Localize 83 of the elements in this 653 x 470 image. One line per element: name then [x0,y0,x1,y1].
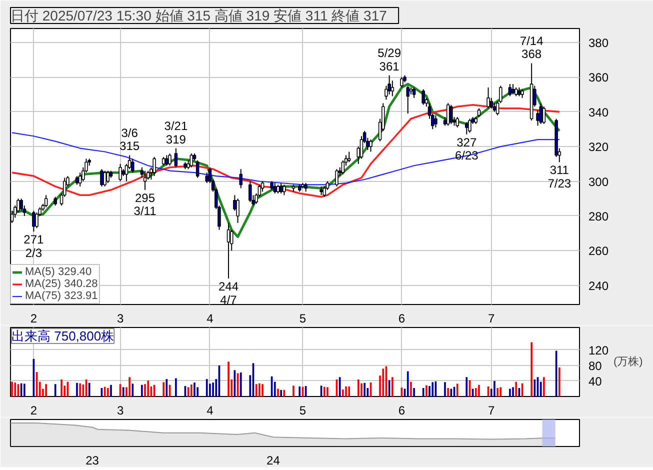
candlestick [143,170,147,190]
candlestick [536,110,540,126]
candlestick [322,186,326,198]
candlestick [446,102,450,126]
x-tick-label: 3 [116,312,124,326]
candlestick [152,156,156,177]
x-tick-label: 23 [86,454,100,468]
candlestick [508,84,512,97]
y-tick-label: 80 [588,358,602,373]
x-tick-label: 6 [398,404,406,418]
candlestick [400,76,404,88]
annotation: 244 4/7 [218,279,239,307]
legend-label: MA(5) 329.40 [25,266,92,278]
x-tick-label: 4 [206,312,214,326]
annotation: 3/6 315 [120,126,140,154]
candlestick [100,168,104,187]
x-tick-label: 5 [299,404,306,418]
candlestick [190,152,194,168]
annotation: 7/14 368 [520,34,544,62]
chart-title: 出来高 750,800株 [12,328,114,344]
candlestick [273,182,277,194]
candlestick [464,122,468,135]
annotation: 295 3/11 [134,190,157,218]
y-tick-label: 260 [588,244,609,258]
candlestick [450,104,453,124]
legend-label: MA(25) 340.28 [25,278,98,290]
candlestick [118,163,122,182]
candlestick [490,97,494,109]
candlestick [468,118,472,134]
y-tick-label: 340 [588,105,609,120]
y-tick-label: 280 [588,209,609,224]
candlestick [279,182,283,194]
candlestick [44,194,48,208]
candlestick [369,139,372,152]
y-tick-label: 40 [588,374,602,388]
x-tick-label: 6 [398,312,406,326]
candlestick [406,85,410,114]
x-tick-label: 3 [116,404,124,418]
annotation: 311 7/23 [548,163,572,190]
x-tick-label: 7 [488,404,496,418]
candlestick [196,160,200,178]
candlestick [168,152,172,166]
candlestick [165,154,168,166]
candlestick [511,84,515,95]
candlestick [422,88,425,106]
annotation: 3/21 319 [164,118,188,146]
y-tick-label: 380 [588,36,609,50]
candlestick [205,172,209,184]
x-tick-label: 2 [30,404,38,418]
candlestick [106,170,110,184]
candlestick [174,148,178,168]
candlestick [412,87,416,98]
x-tick-label: 4 [206,404,214,418]
candlestick [226,222,230,279]
x-tick-label: 7 [488,312,496,326]
y-tick-label: 320 [588,140,609,154]
candlestick [236,198,240,224]
annotation: 271 2/3 [24,232,44,260]
y-tick-label: 240 [588,278,609,293]
candlestick [103,170,106,187]
candlestick [335,168,338,187]
candlestick [539,102,542,124]
candlestick [239,168,243,189]
candlestick [248,180,252,203]
x-tick-label: 24 [266,454,280,468]
chart-title: 日付 2025/07/23 15:30 始値 315 高値 319 安値 311 終値 317 [10,8,388,24]
candlestick [486,87,490,109]
x-tick-label: 5 [299,312,306,326]
x-tick-label: 2 [30,312,38,326]
candlestick [456,116,459,128]
candlestick [131,158,134,174]
candlestick [282,184,286,196]
y-axis-title: (万株) [614,355,643,368]
y-tick-label: 300 [588,174,609,189]
y-tick-label: 120 [588,343,609,358]
legend-label: MA(75) 323.91 [25,290,98,302]
candlestick [347,151,351,163]
candlestick [32,210,36,232]
annotation: 5/29 361 [378,46,402,74]
candlestick [390,80,394,97]
candlestick [542,106,546,124]
y-tick-label: 360 [588,70,609,85]
candlestick [434,114,438,128]
